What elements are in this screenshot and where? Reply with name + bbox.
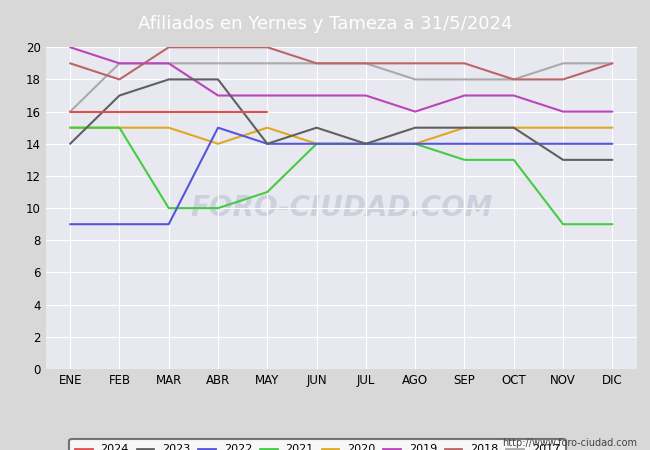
Legend: 2024, 2023, 2022, 2021, 2020, 2019, 2018, 2017: 2024, 2023, 2022, 2021, 2020, 2019, 2018… [70,439,566,450]
Text: Afiliados en Yernes y Tameza a 31/5/2024: Afiliados en Yernes y Tameza a 31/5/2024 [138,14,512,33]
Text: FORO-CIUDAD.COM: FORO-CIUDAD.COM [190,194,493,222]
Text: http://www.foro-ciudad.com: http://www.foro-ciudad.com [502,438,637,448]
